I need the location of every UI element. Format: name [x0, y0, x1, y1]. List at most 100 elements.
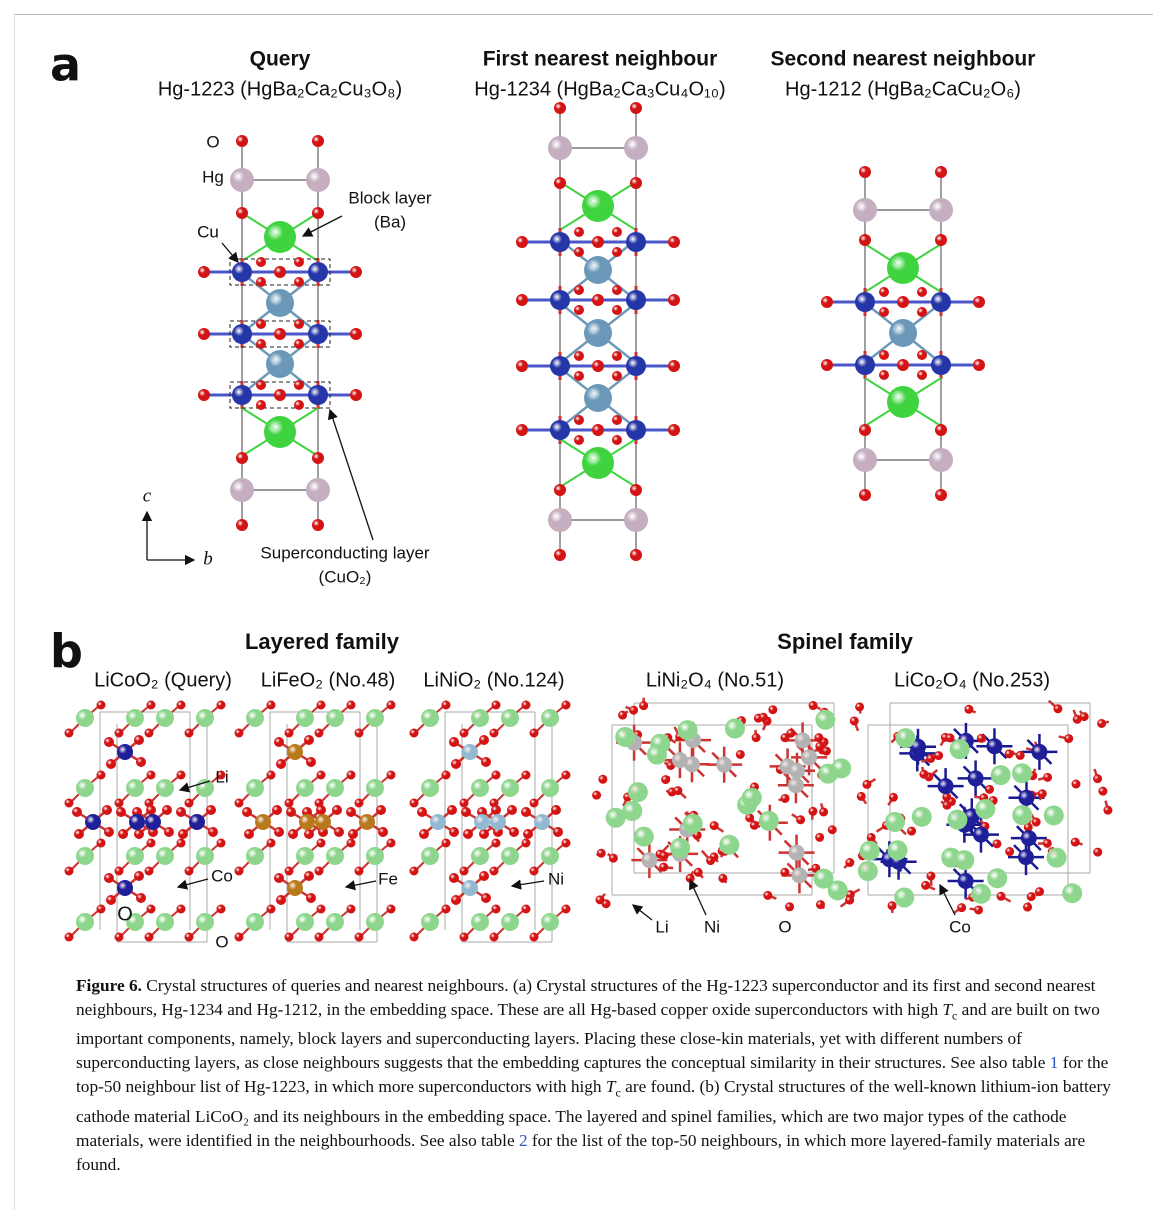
atom: [612, 371, 622, 381]
atom: [287, 880, 303, 896]
atom: [294, 339, 304, 349]
atom: [315, 729, 324, 738]
atom: [299, 814, 315, 830]
atom: [315, 867, 324, 876]
atom: [615, 727, 635, 747]
atom: [287, 744, 303, 760]
atom: [308, 324, 328, 344]
atom: [553, 827, 563, 837]
atom: [115, 867, 124, 876]
atom: [185, 867, 194, 876]
atom: [606, 808, 626, 828]
atom-label: Hg: [202, 167, 224, 186]
atom: [595, 895, 604, 904]
atom-label: Fe: [378, 869, 398, 888]
atom: [584, 319, 612, 347]
atom: [859, 166, 871, 178]
atom: [931, 355, 951, 375]
atom-label: Co: [211, 866, 233, 885]
atom: [716, 757, 732, 773]
atom: [1047, 848, 1067, 868]
atom: [177, 771, 186, 780]
atom: [541, 847, 559, 865]
atom: [451, 759, 461, 769]
atom: [574, 435, 584, 445]
atom: [451, 895, 461, 905]
atom-label: O: [215, 932, 228, 951]
atom: [853, 448, 877, 472]
arrow: [633, 905, 652, 920]
atom: [855, 292, 875, 312]
atom: [285, 933, 294, 942]
atom: [867, 833, 876, 842]
atom: [612, 305, 622, 315]
atom: [879, 287, 889, 297]
atom: [449, 873, 459, 883]
atom: [530, 867, 539, 876]
atom: [926, 872, 935, 881]
atom: [177, 839, 186, 848]
atom: [554, 177, 566, 189]
atom: [1021, 830, 1037, 846]
atom: [366, 847, 384, 865]
atom: [156, 847, 174, 865]
atom: [355, 933, 364, 942]
atom: [206, 805, 216, 815]
atom: [196, 847, 214, 865]
atom: [879, 350, 889, 360]
atom: [1005, 847, 1014, 856]
atom: [246, 709, 264, 727]
atom: [534, 814, 550, 830]
atom: [315, 933, 324, 942]
atom: [76, 847, 94, 865]
atom: [971, 884, 991, 904]
atom: [1032, 818, 1041, 827]
atom: [304, 829, 314, 839]
atom: [950, 739, 970, 759]
atom: [162, 805, 172, 815]
atom: [147, 701, 156, 710]
atom: [196, 779, 214, 797]
atom: [274, 389, 286, 401]
atom: [296, 709, 314, 727]
atom: [355, 867, 364, 876]
atom: [530, 729, 539, 738]
atom: [355, 729, 364, 738]
atom: [97, 905, 106, 914]
atom: [115, 729, 124, 738]
atom: [462, 880, 478, 896]
atom: [694, 868, 703, 877]
structure-name: LiCoO₂ (Query): [94, 669, 232, 691]
atom: [366, 913, 384, 931]
atom: [574, 285, 584, 295]
atom: [235, 799, 244, 808]
atom: [584, 384, 612, 412]
atom: [387, 905, 396, 914]
atom: [786, 729, 795, 738]
atom: [853, 198, 877, 222]
atom: [522, 905, 531, 914]
atom: [1043, 839, 1052, 848]
atom: [308, 262, 328, 282]
atom: [530, 933, 539, 942]
atom: [862, 780, 871, 789]
atom: [938, 778, 954, 794]
atom: [156, 913, 174, 931]
atom: [1053, 704, 1062, 713]
atom: [460, 799, 469, 808]
atom: [1093, 774, 1102, 783]
atom: [574, 247, 584, 257]
atom: [85, 814, 101, 830]
table-link[interactable]: 2: [519, 1131, 528, 1150]
atom: [659, 863, 668, 872]
atom: [554, 549, 566, 561]
atom: [267, 839, 276, 848]
atom: [147, 771, 156, 780]
atom: [296, 779, 314, 797]
atom: [917, 287, 927, 297]
atom: [145, 814, 161, 830]
atom: [126, 779, 144, 797]
atom: [410, 799, 419, 808]
atom: [447, 805, 457, 815]
atom: [76, 913, 94, 931]
